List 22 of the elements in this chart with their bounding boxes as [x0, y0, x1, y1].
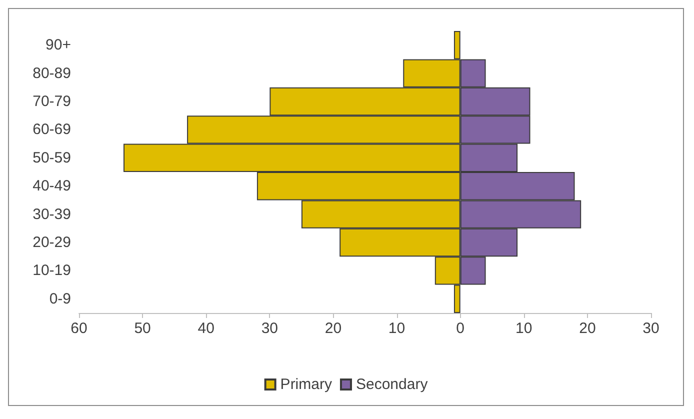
x-tick-label: 10: [516, 320, 532, 337]
x-tick-label: 40: [198, 320, 214, 337]
y-tick-label: 40-49: [32, 178, 71, 195]
x-tick-label: 10: [388, 320, 406, 337]
x-tick-label: 60: [70, 320, 88, 337]
x-tick-label: 0: [456, 320, 465, 337]
x-tick-label: 30: [642, 320, 660, 337]
x-tick-label: 20: [324, 320, 342, 337]
y-tick-label: 20-29: [32, 234, 71, 251]
y-tick-label: 30-39: [32, 206, 71, 223]
legend-label: Primary: [280, 376, 332, 393]
y-tick-label: 60-69: [32, 121, 71, 138]
y-tick-label: 50-59: [32, 149, 71, 166]
y-tick-label: 90+: [46, 36, 72, 54]
legend-label: Secondary: [356, 376, 428, 393]
x-tick-label: 20: [579, 320, 596, 337]
y-tick-label: 80-89: [32, 64, 71, 82]
y-tick-label: 0-9: [49, 290, 71, 308]
y-tick-label: 10-19: [32, 262, 71, 280]
x-tick-label: 30: [261, 320, 278, 337]
y-tick-label: 70-79: [32, 93, 71, 110]
x-tick-label: 50: [134, 320, 151, 337]
